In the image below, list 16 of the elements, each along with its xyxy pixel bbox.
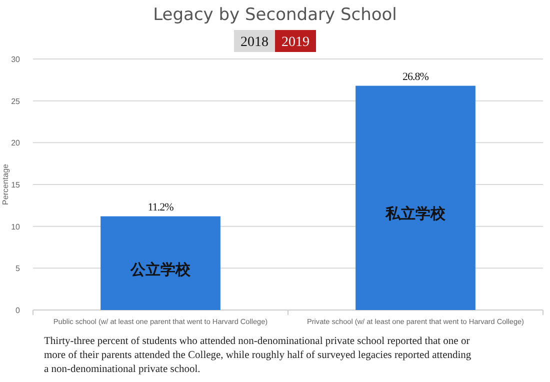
y-axis-title: Percentage [1, 163, 10, 205]
annotation: 私立学校 [384, 204, 446, 223]
text: 2018 [240, 35, 268, 50]
text: Thirty-three percent of students who attended non-denominational private school reported that one or more of their parents attended the College, while roughly half of surveyed legacies reported attending a non-denominational private school. [44, 335, 472, 377]
data-label: 11.2% [148, 201, 174, 214]
y-tick-label: 25 [11, 96, 21, 106]
data-label: 26.8% [402, 70, 429, 83]
y-tick-label: 10 [11, 222, 21, 232]
chart-title: Legacy by Secondary School [153, 5, 397, 25]
text: 2019 [282, 35, 310, 50]
y-tick-label: 0 [16, 306, 21, 315]
y-tick-label: 20 [11, 138, 21, 148]
y-tick-label: 30 [11, 55, 21, 64]
y-tick-label: 5 [16, 264, 21, 274]
annotation: 公立学校 [130, 260, 192, 279]
y-tick-label: 15 [11, 180, 21, 190]
